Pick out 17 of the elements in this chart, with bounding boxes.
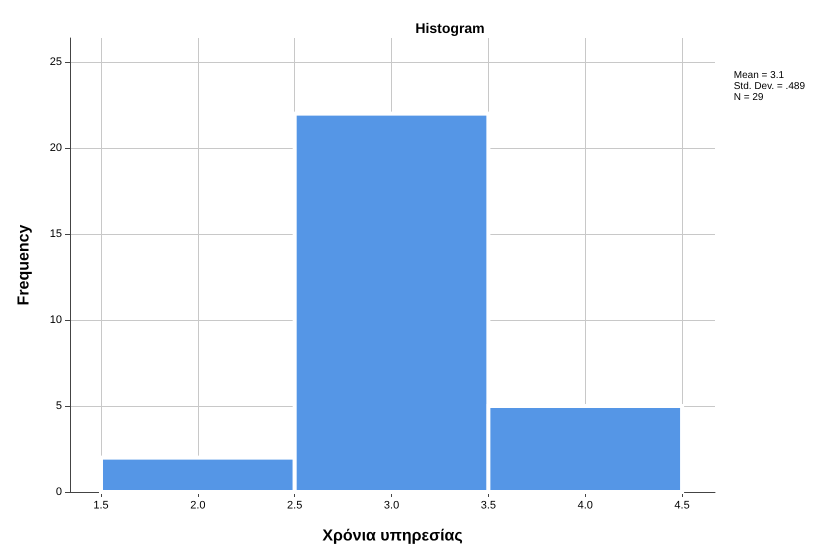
y-tick-label: 0 [56,486,62,498]
x-tick-label: 1.5 [93,500,109,512]
x-tick-label: 4.5 [674,500,690,512]
chart-title: Histogram [415,20,485,36]
x-tick-label: 2.5 [287,500,302,512]
y-tick-label: 10 [50,314,62,326]
x-tick-label: 3.5 [480,500,496,512]
x-tick-label: 3.0 [384,500,400,512]
x-tick-label: 4.0 [578,500,593,512]
x-tick-label: 2.0 [190,500,206,512]
x-axis-title: Χρόνια υπηρεσίας [322,528,463,544]
y-tick-label: 5 [56,400,62,412]
y-tick-label: 20 [50,142,62,154]
text: Mean = 3.1 Std. Dev. = .489 N = 29 [734,70,806,103]
y-tick-label: 25 [50,56,62,68]
y-axis-title: Frequency [16,224,32,306]
y-tick-label: 15 [50,228,62,240]
